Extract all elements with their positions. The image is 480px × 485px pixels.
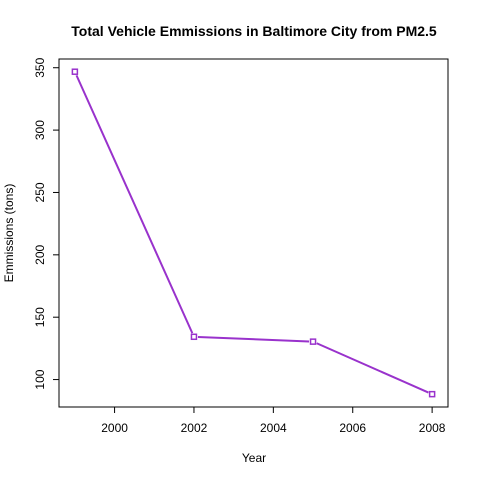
data-point-marker — [428, 390, 436, 398]
data-point-marker — [309, 338, 317, 345]
x-tick-label: 2002 — [181, 421, 208, 435]
x-tick-label: 2008 — [419, 421, 446, 435]
plot-frame — [58, 58, 449, 408]
y-tick-label: 200 — [33, 244, 47, 264]
y-tick-label: 300 — [33, 120, 47, 140]
chart-title: Total Vehicle Emmissions in Baltimore Ci… — [71, 23, 437, 39]
x-tick-label: 2006 — [339, 421, 366, 435]
series-line-segment — [75, 74, 194, 334]
x-axis: 2000 2002 2004 2006 2008 — [101, 407, 446, 435]
y-tick-label: 150 — [33, 307, 47, 327]
x-axis-label: Year — [242, 451, 266, 465]
data-point-marker — [71, 68, 79, 75]
y-axis: 100 150 200 250 300 350 — [33, 57, 59, 390]
y-tick-label: 350 — [33, 57, 47, 77]
series-layer — [71, 68, 436, 398]
y-axis-label: Emmissions (tons) — [2, 184, 16, 283]
y-tick-label: 250 — [33, 182, 47, 202]
x-tick-label: 2004 — [260, 421, 287, 435]
x-tick-label: 2000 — [101, 421, 128, 435]
series-line-segment — [316, 342, 429, 394]
series-line-segment — [197, 335, 310, 343]
y-tick-label: 100 — [33, 369, 47, 389]
data-point-marker — [190, 333, 198, 341]
